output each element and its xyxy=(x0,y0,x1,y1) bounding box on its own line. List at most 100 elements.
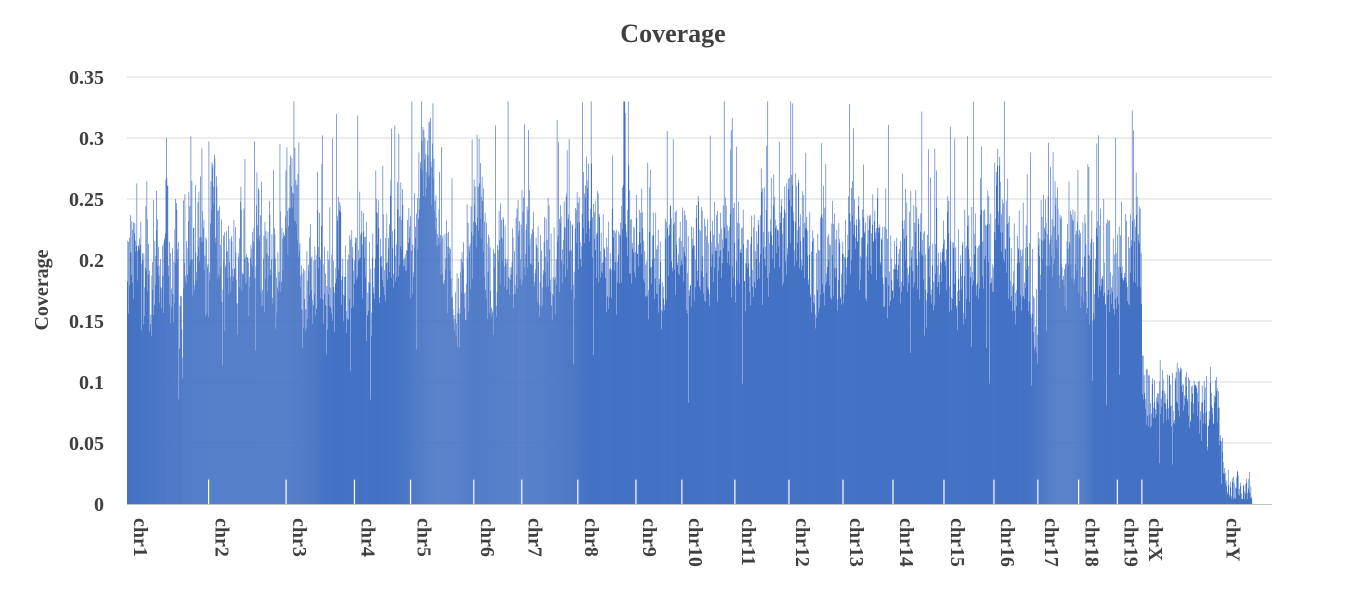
coverage-bar xyxy=(707,219,709,504)
coverage-bar xyxy=(927,149,929,504)
coverage-bar xyxy=(717,270,719,504)
coverage-bar xyxy=(1127,286,1129,504)
coverage-bar xyxy=(694,245,696,504)
coverage-bar xyxy=(935,244,937,505)
coverage-bar xyxy=(851,187,852,504)
coverage-bar xyxy=(184,194,186,504)
coverage-bar xyxy=(1221,441,1223,504)
coverage-bar xyxy=(1089,255,1090,504)
coverage-bar xyxy=(717,210,719,504)
coverage-bar xyxy=(1154,380,1155,504)
coverage-bar xyxy=(534,281,535,504)
x-tick-label: chr10 xyxy=(684,518,706,567)
coverage-bar xyxy=(775,253,777,504)
coverage-bar xyxy=(968,215,970,505)
coverage-bar xyxy=(561,282,563,504)
coverage-bar xyxy=(544,256,546,504)
coverage-bar xyxy=(1251,496,1253,504)
coverage-bar xyxy=(733,278,735,504)
coverage-bar xyxy=(678,273,680,504)
coverage-bar xyxy=(754,281,756,504)
coverage-bar xyxy=(807,230,809,505)
coverage-bar xyxy=(996,185,998,504)
coverage-bar xyxy=(1177,403,1178,504)
coverage-bar xyxy=(1041,216,1043,504)
coverage-bar xyxy=(957,291,959,504)
coverage-bar xyxy=(721,263,723,504)
coverage-bar xyxy=(486,243,488,504)
coverage-bar xyxy=(1138,240,1139,504)
coverage-bar xyxy=(965,318,967,504)
coverage-bar xyxy=(329,207,331,504)
coverage-bar xyxy=(1112,275,1114,504)
coverage-bar xyxy=(369,283,371,504)
coverage-bar xyxy=(816,289,818,504)
coverage-bar xyxy=(1237,471,1239,504)
coverage-bar xyxy=(381,266,383,504)
coverage-bar xyxy=(385,301,387,504)
coverage-bar xyxy=(267,290,268,504)
coverage-bar xyxy=(844,294,846,504)
coverage-bar xyxy=(245,257,247,504)
coverage-bar xyxy=(135,251,137,504)
coverage-bar xyxy=(1108,312,1110,504)
coverage-bar xyxy=(242,272,243,504)
coverage-bar xyxy=(1200,440,1202,504)
coverage-bar xyxy=(1091,238,1092,505)
coverage-bar xyxy=(156,190,157,504)
coverage-bar xyxy=(883,306,885,504)
coverage-bar xyxy=(875,232,877,504)
coverage-bar xyxy=(451,178,453,504)
coverage-bar xyxy=(334,331,335,504)
coverage-bar xyxy=(872,241,874,504)
coverage-bar xyxy=(854,199,855,504)
coverage-bar xyxy=(943,239,945,504)
coverage-bar xyxy=(154,240,156,504)
coverage-bar xyxy=(1094,293,1095,504)
coverage-bar xyxy=(1104,303,1106,504)
coverage-bar xyxy=(1212,407,1214,504)
coverage-bar xyxy=(152,289,154,504)
coverage-bar xyxy=(887,124,889,504)
coverage-bar xyxy=(1224,473,1226,504)
coverage-bar xyxy=(212,167,213,504)
coverage-bar xyxy=(1247,499,1249,504)
coverage-bar xyxy=(589,228,590,504)
coverage-bar xyxy=(907,291,909,504)
coverage-bar xyxy=(1073,220,1074,504)
coverage-bar xyxy=(1067,224,1068,504)
coverage-bar xyxy=(1215,390,1217,504)
coverage-bar xyxy=(1171,426,1172,504)
coverage-bar xyxy=(603,261,605,504)
coverage-bar xyxy=(925,327,927,504)
coverage-bar xyxy=(548,286,549,504)
coverage-bar xyxy=(689,285,691,504)
coverage-bar xyxy=(488,234,489,504)
coverage-bar xyxy=(394,229,395,504)
coverage-bar xyxy=(570,289,572,504)
coverage-bar xyxy=(438,237,439,504)
coverage-bar xyxy=(347,260,349,504)
coverage-bar xyxy=(652,259,654,504)
coverage-bar xyxy=(1105,304,1107,504)
coverage-bar xyxy=(995,239,997,504)
coverage-bar xyxy=(351,230,353,504)
coverage-bar xyxy=(247,257,248,504)
coverage-bar xyxy=(942,220,944,504)
coverage-bar xyxy=(953,284,955,504)
coverage-bar xyxy=(1135,172,1137,505)
coverage-bar xyxy=(453,315,455,504)
coverage-bar xyxy=(405,270,406,504)
coverage-bar xyxy=(1004,261,1006,504)
coverage-bar xyxy=(306,251,308,504)
coverage-bar xyxy=(713,235,715,504)
coverage-bar xyxy=(833,296,835,504)
coverage-bar xyxy=(289,165,291,504)
coverage-bar xyxy=(1133,218,1135,504)
coverage-bar xyxy=(902,228,904,504)
coverage-bar xyxy=(376,212,378,504)
coverage-bar xyxy=(1028,301,1030,504)
coverage-bar xyxy=(760,254,762,504)
coverage-bar xyxy=(991,277,993,504)
coverage-bar xyxy=(1204,387,1206,504)
